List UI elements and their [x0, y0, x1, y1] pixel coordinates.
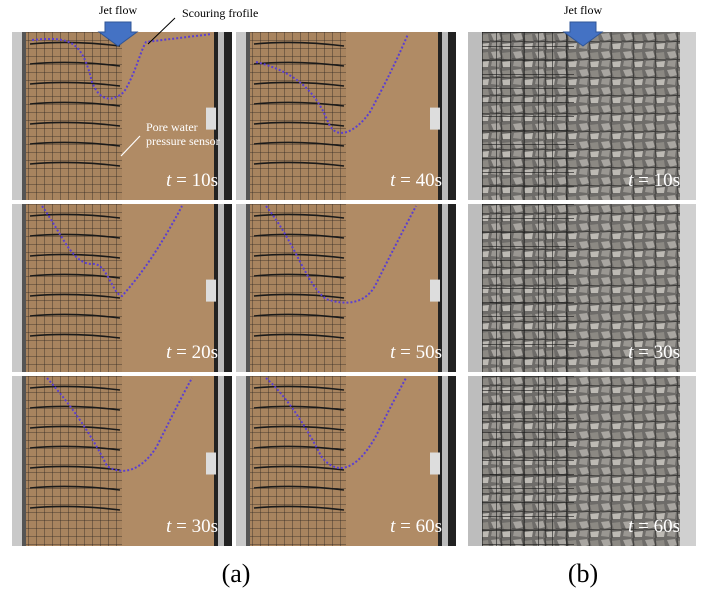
caption: (a): [222, 559, 251, 588]
time-value: = 10s: [171, 170, 218, 191]
frame-right-bar: [218, 204, 224, 372]
time-label: t = 30s: [166, 516, 218, 537]
sand-panel: t = 50s: [236, 204, 456, 372]
time-value: = 10s: [633, 170, 680, 191]
time-value: = 50s: [395, 342, 442, 363]
time-label: t = 30s: [628, 342, 680, 363]
sand-panel: t = 30s: [12, 376, 232, 546]
sand-panel: t = 10s: [12, 32, 232, 200]
time-value: = 30s: [171, 516, 218, 537]
frame-right: [680, 376, 696, 546]
grid-area: [26, 204, 122, 372]
caption: (b): [568, 559, 598, 588]
time-label: t = 20s: [166, 342, 218, 363]
time-label: t = 10s: [628, 170, 680, 191]
frame-left: [468, 204, 482, 372]
frame-right-bar: [218, 32, 224, 200]
time-value: = 60s: [633, 516, 680, 537]
sensor-block: [430, 108, 440, 130]
sand-panel: t = 60s: [236, 376, 456, 546]
frame-left: [468, 376, 482, 546]
gravel-panel: t = 30s: [468, 204, 696, 372]
frame-left-edge: [246, 32, 250, 200]
frame-right-bar: [442, 376, 448, 546]
frame-right: [680, 204, 696, 372]
mesh: [482, 204, 574, 372]
jet-flow-label: Jet flow: [564, 3, 603, 17]
mesh: [482, 32, 574, 200]
time-value: = 20s: [171, 342, 218, 363]
panels: t = 10s t = 40s t = 20s t = 50s t = 30s t = 6…: [12, 32, 696, 546]
time-value: = 30s: [633, 342, 680, 363]
time-label: t = 60s: [628, 516, 680, 537]
time-label: t = 10s: [166, 170, 218, 191]
jet-flow-label: Jet flow: [99, 3, 138, 17]
time-value: = 40s: [395, 170, 442, 191]
mesh: [482, 376, 574, 546]
figure: t = 10s t = 40s t = 20s t = 50s t = 30s t = 6…: [0, 0, 712, 592]
grid-area: [250, 204, 346, 372]
grid-area: [26, 32, 122, 200]
time-label: t = 40s: [390, 170, 442, 191]
frame-left-edge: [246, 204, 250, 372]
frame-left-edge: [22, 376, 26, 546]
sensor-block: [206, 453, 216, 475]
grid-area: [26, 376, 122, 546]
sand-panel: t = 40s: [236, 32, 456, 200]
frame-right: [680, 32, 696, 200]
frame-left-edge: [22, 204, 26, 372]
frame-left-edge: [22, 32, 26, 200]
sensor-block: [430, 453, 440, 475]
frame-left: [468, 32, 482, 200]
gravel-panel: t = 10s: [468, 32, 696, 200]
time-value: = 60s: [395, 516, 442, 537]
sensor-label: Pore water: [146, 120, 198, 134]
grid-area: [250, 32, 346, 200]
frame-right-bar: [218, 376, 224, 546]
gravel-panel: t = 60s: [468, 376, 696, 546]
sensor-label: pressure sensor: [146, 134, 220, 148]
sensor-block: [430, 280, 440, 302]
profile-label: Scouring frofile: [182, 6, 258, 20]
frame-right-bar: [442, 32, 448, 200]
sensor-block: [206, 108, 216, 130]
time-label: t = 60s: [390, 516, 442, 537]
sand-panel: t = 20s: [12, 204, 232, 372]
frame-left-edge: [246, 376, 250, 546]
sensor-block: [206, 280, 216, 302]
time-label: t = 50s: [390, 342, 442, 363]
frame-right-bar: [442, 204, 448, 372]
grid-area: [250, 376, 346, 546]
